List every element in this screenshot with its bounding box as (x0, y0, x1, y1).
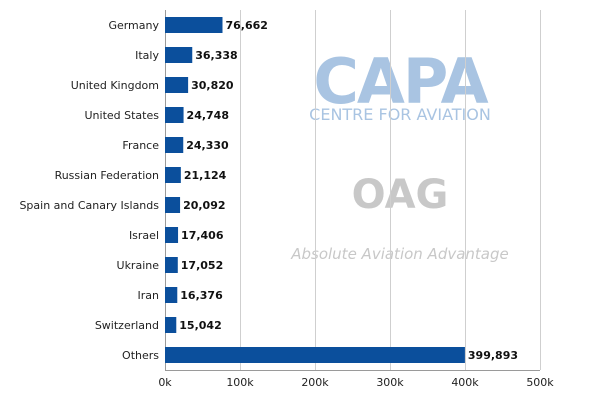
value-label: 15,042 (179, 319, 221, 332)
bar-layer (165, 17, 465, 363)
x-tick-label: 100k (226, 376, 254, 389)
x-tick-label: 400k (451, 376, 479, 389)
category-label: Ukraine (117, 259, 160, 272)
x-tick-label: 500k (526, 376, 554, 389)
category-label: Others (122, 349, 159, 362)
category-label: Switzerland (95, 319, 159, 332)
value-label: 21,124 (184, 169, 227, 182)
tick-layer: 0k 100k 200k 300k 400k 500k (158, 376, 554, 389)
value-label: 17,406 (181, 229, 224, 242)
value-label: 17,052 (181, 259, 223, 272)
bar (165, 137, 184, 153)
category-label: United Kingdom (71, 79, 159, 92)
bar (165, 257, 178, 273)
grid-layer (165, 10, 541, 371)
bar (165, 227, 179, 243)
value-label: 399,893 (468, 349, 518, 362)
capa-watermark-subtitle: CENTRE FOR AVIATION (309, 105, 491, 124)
bar (165, 317, 177, 333)
bar (165, 347, 465, 363)
value-label: 16,376 (180, 289, 223, 302)
x-tick-label: 0k (158, 376, 172, 389)
value-label: 36,338 (195, 49, 237, 62)
category-label: Spain and Canary Islands (19, 199, 159, 212)
capa-watermark-logo: CAPA (313, 45, 488, 118)
category-label: United States (85, 109, 160, 122)
x-tick-label: 200k (301, 376, 329, 389)
bar (165, 167, 181, 183)
oag-watermark-logo: OAG (352, 172, 449, 218)
bar (165, 47, 193, 63)
value-label: 24,330 (186, 139, 229, 152)
category-label: Iran (138, 289, 160, 302)
watermark-layer: CAPA CENTRE FOR AVIATION OAG Absolute Av… (290, 45, 509, 263)
bar (165, 77, 189, 93)
oag-watermark-tagline: Absolute Aviation Advantage (290, 245, 509, 263)
category-label: Israel (129, 229, 159, 242)
value-label: 20,092 (183, 199, 225, 212)
category-label: France (122, 139, 159, 152)
bar (165, 287, 178, 303)
bar (165, 197, 181, 213)
label-layer: Germany 76,662 Italy 36,338 United Kingdom 30… (19, 19, 518, 362)
bar (165, 107, 184, 123)
category-label: Germany (108, 19, 159, 32)
bar (165, 17, 223, 33)
category-label: Italy (135, 49, 159, 62)
value-label: 76,662 (225, 19, 267, 32)
x-tick-label: 300k (376, 376, 404, 389)
category-label: Russian Federation (55, 169, 159, 182)
value-label: 30,820 (191, 79, 234, 92)
value-label: 24,748 (187, 109, 229, 122)
